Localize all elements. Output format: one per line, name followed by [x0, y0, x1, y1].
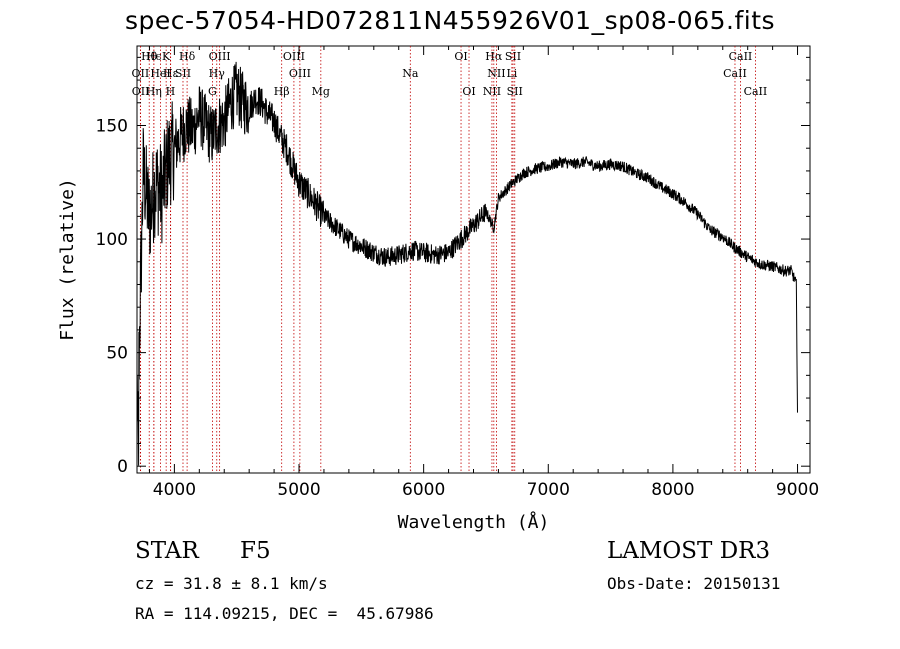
spectral-line-label: SII [175, 67, 191, 80]
spectral-line-label: SII [505, 50, 521, 63]
survey-name: LAMOST DR3 [607, 538, 771, 564]
spectral-line-label: K [162, 50, 171, 63]
spectral-line-label: Li [506, 67, 517, 80]
x-tick-label: 9000 [776, 480, 819, 500]
spectral-line-label: OIII [283, 50, 305, 63]
object-class: STAR [135, 538, 199, 564]
x-axis-label: Wavelength (Å) [398, 511, 550, 533]
spectral-line-label: OI [462, 85, 475, 98]
x-tick-label: 8000 [651, 480, 694, 500]
x-tick-label: 6000 [402, 480, 445, 500]
spectral-line-label: Hα [485, 50, 503, 63]
spectral-line-label: HeI [150, 67, 170, 80]
spectral-line-label: OII [132, 67, 150, 80]
plot-frame [136, 45, 811, 474]
spectral-line-label: Hδ [179, 50, 196, 63]
spectral-line-label: Hη [146, 85, 162, 98]
spectral-line-label: NII [483, 85, 501, 98]
spectral-line-label: CaII [723, 67, 747, 80]
spectral-line-label: OI [454, 50, 467, 63]
spectral-line-label: G [208, 85, 217, 98]
y-tick-label: 0 [117, 457, 128, 477]
spectral-line-label: SII [507, 85, 523, 98]
coordinates: RA = 114.09215, DEC = 45.67986 [135, 604, 434, 623]
observation-date: Obs-Date: 20150131 [607, 574, 781, 593]
spectral-line-label: CaII [729, 50, 753, 63]
spectral-line-label: OIII [209, 50, 231, 63]
spectral-line-label: H [166, 85, 176, 98]
spectral-line-label: Na [402, 67, 419, 80]
object-subclass: F5 [240, 538, 271, 564]
x-tick-label: 5000 [277, 480, 320, 500]
spectral-line-label: NII [487, 67, 505, 80]
x-tick-label: 7000 [527, 480, 570, 500]
chart-title: spec-57054-HD072811N455926V01_sp08-065.f… [124, 6, 776, 35]
spectral-line-label: Hβ [274, 85, 290, 98]
spectral-line-label: OIII [289, 67, 311, 80]
y-axis-label: Flux (relative) [57, 178, 78, 341]
x-tick-label: 4000 [153, 480, 196, 500]
redshift-cz: cz = 31.8 ± 8.1 km/s [135, 574, 328, 593]
spectral-line-label: Mg [312, 85, 330, 98]
y-tick-label: 100 [96, 230, 128, 250]
spectral-line-label: Hε [163, 67, 179, 80]
spectral-line-label: OII [132, 85, 150, 98]
spectral-line-label: Hγ [209, 67, 226, 80]
y-tick-label: 50 [106, 344, 128, 364]
spectrum-line [136, 61, 798, 471]
spectral-line-label: CaII [744, 85, 768, 98]
y-tick-label: 150 [96, 116, 128, 136]
